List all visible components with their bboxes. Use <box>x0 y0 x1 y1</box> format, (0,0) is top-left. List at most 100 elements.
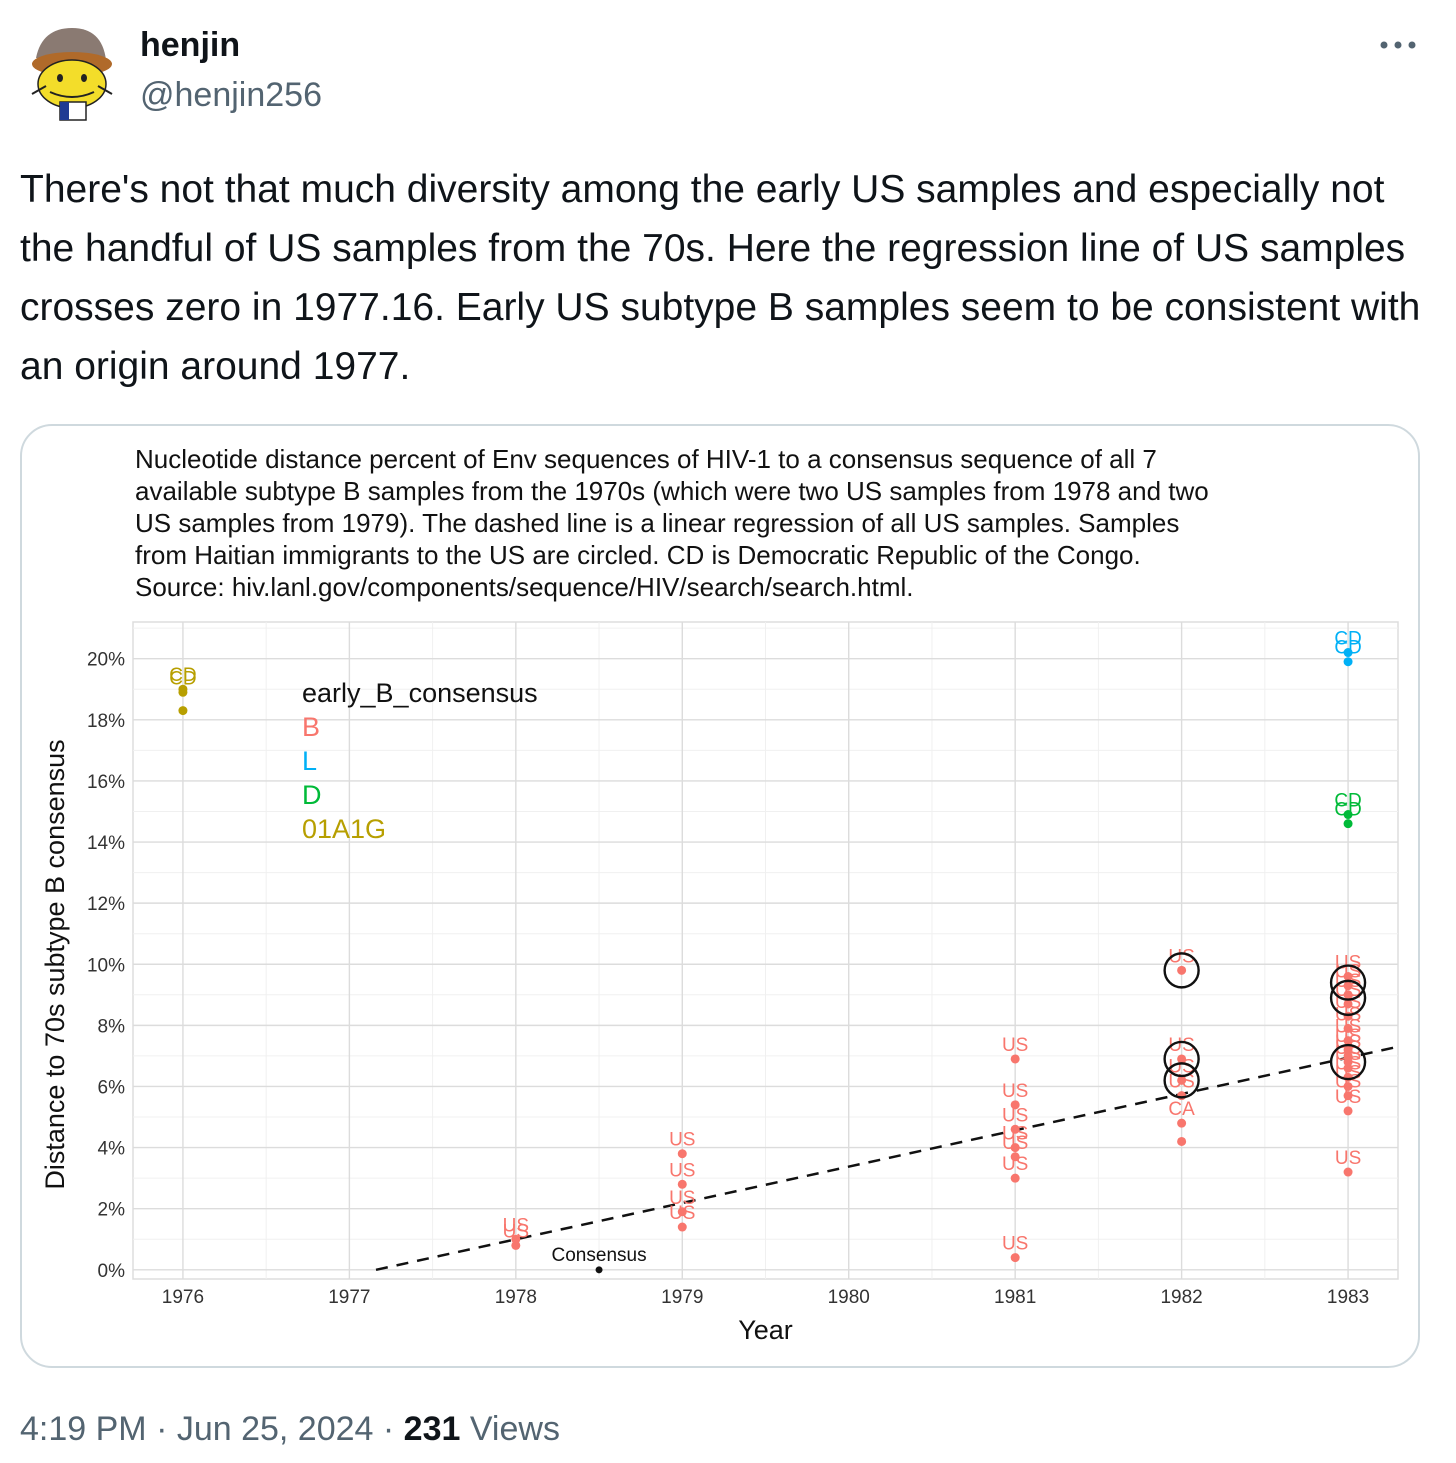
data-point <box>1343 990 1353 1000</box>
data-point <box>1010 1054 1020 1064</box>
author-display-name[interactable]: henjin <box>140 26 241 64</box>
haitian-circle <box>1329 964 1367 1001</box>
data-point <box>1343 1167 1353 1177</box>
haitian-circle <box>1163 1040 1200 1078</box>
views-count: 231 <box>403 1410 461 1448</box>
caption-line: Nucleotide distance percent of Env seque… <box>135 444 1157 474</box>
data-point <box>178 684 188 694</box>
caption-line: available subtype B samples from the 197… <box>135 476 1209 506</box>
cartoon-avatar-icon[interactable] <box>20 20 116 124</box>
regression-line <box>375 1045 1399 1272</box>
point-label: US <box>669 1188 695 1209</box>
legend-entry: 01A1G <box>302 814 386 844</box>
point-label: US <box>669 1160 695 1181</box>
legend-title: early_B_consensus <box>302 678 538 708</box>
data-point <box>1343 657 1353 667</box>
data-point <box>1177 1075 1187 1085</box>
point-label: CD <box>1334 791 1361 812</box>
data-point <box>1343 981 1353 991</box>
scatter-chart: Nucleotide distance percent of Env seque… <box>40 444 1399 1345</box>
timestamp[interactable]: 4:19 PM · Jun 25, 2024 <box>20 1410 374 1448</box>
point-label: CA <box>1168 1099 1195 1120</box>
data-point <box>1177 965 1187 975</box>
y-tick-label: 14% <box>87 833 125 854</box>
data-point <box>1010 1152 1020 1162</box>
data-point <box>1010 1143 1020 1153</box>
data-point <box>1343 999 1353 1009</box>
point-label: US <box>503 1221 529 1242</box>
tweet-footer: 4:19 PM · Jun 25, 2024 · 231 Views <box>20 1410 560 1449</box>
consensus-label: Consensus <box>552 1245 647 1266</box>
y-tick-label: 20% <box>87 650 125 671</box>
data-point <box>1343 1045 1353 1055</box>
x-tick-label: 1977 <box>328 1287 370 1308</box>
point-label: US <box>1335 1148 1361 1169</box>
caption-line: from Haitian immigrants to the US are ci… <box>135 540 1141 570</box>
data-point <box>1010 1253 1020 1263</box>
data-point <box>1177 1136 1187 1146</box>
caption-line: Source: hiv.lanl.gov/components/sequence… <box>135 572 913 602</box>
point-label: CD <box>1334 629 1361 650</box>
data-point <box>1343 810 1353 820</box>
point-label: US <box>1002 1035 1028 1056</box>
x-tick-label: 1980 <box>828 1287 870 1308</box>
data-point <box>1343 1091 1353 1101</box>
y-tick-label: 0% <box>98 1261 126 1282</box>
x-tick-label: 1982 <box>1160 1287 1202 1308</box>
point-label: US <box>1002 1124 1028 1145</box>
point-label: US <box>1335 952 1361 973</box>
data-point <box>178 706 188 716</box>
y-tick-label: 12% <box>87 894 125 915</box>
data-point <box>1010 1173 1020 1183</box>
x-tick-labels: 1976 1977 1978 1979 1980 1981 1982 1983 <box>162 1287 1369 1308</box>
x-tick-label: 1978 <box>495 1287 537 1308</box>
point-label: CD <box>169 668 196 689</box>
point-label: US <box>503 1215 529 1236</box>
data-point <box>1343 1081 1353 1091</box>
data-point <box>1343 819 1353 829</box>
author-handle[interactable]: @henjin256 <box>140 76 322 114</box>
y-tick-label: 10% <box>87 955 125 976</box>
axis-labels: Year Distance to 70s subtype B consensus <box>40 739 793 1345</box>
point-label: CD <box>169 665 196 686</box>
x-axis-label: Year <box>738 1315 793 1345</box>
data-point <box>677 1222 687 1232</box>
point-label: US <box>1002 1154 1028 1175</box>
tweet-text: There's not that much diversity among th… <box>20 168 1421 388</box>
data-point <box>1010 1100 1020 1110</box>
haitian-circle <box>1329 1043 1367 1081</box>
views-label: Views <box>469 1410 560 1448</box>
chart-grid <box>132 621 1399 1280</box>
x-tick-label: 1979 <box>661 1287 703 1308</box>
point-label: US <box>1002 1105 1028 1126</box>
data-point <box>677 1207 687 1217</box>
caption-line: US samples from 1979). The dashed line i… <box>135 508 1179 538</box>
haitian-circle <box>1163 952 1200 989</box>
more-options-icon[interactable] <box>1376 30 1420 60</box>
chart-legend: early_B_consensus BLD 01A1G <box>302 678 538 844</box>
y-tick-label: 16% <box>87 772 125 793</box>
consensus-point <box>595 1266 603 1274</box>
point-label: US <box>1002 1234 1028 1255</box>
data-point <box>511 1234 521 1244</box>
media-card[interactable]: Nucleotide distance percent of Env seque… <box>20 424 1420 1368</box>
x-tick-label: 1976 <box>162 1287 204 1308</box>
data-point <box>1177 1118 1187 1128</box>
legend-entry: L <box>302 746 317 776</box>
x-tick-label: 1981 <box>994 1287 1036 1308</box>
point-label: US <box>1002 1081 1028 1102</box>
y-tick-label: 18% <box>87 711 125 732</box>
figure-caption: Nucleotide distance percent of Env seque… <box>135 444 1209 602</box>
point-label: US <box>1168 1056 1194 1077</box>
y-tick-label: 2% <box>98 1200 126 1221</box>
y-tick-label: 4% <box>98 1139 126 1160</box>
legend-entry: B <box>302 712 320 742</box>
haitian-circle <box>1329 979 1367 1017</box>
y-tick-label: 8% <box>98 1016 126 1037</box>
data-point <box>1177 1054 1187 1064</box>
data-point <box>1343 1023 1353 1033</box>
data-point <box>1010 1124 1020 1134</box>
y-tick-label: 6% <box>98 1077 126 1098</box>
data-point <box>677 1179 687 1189</box>
data-point <box>1343 1036 1353 1046</box>
